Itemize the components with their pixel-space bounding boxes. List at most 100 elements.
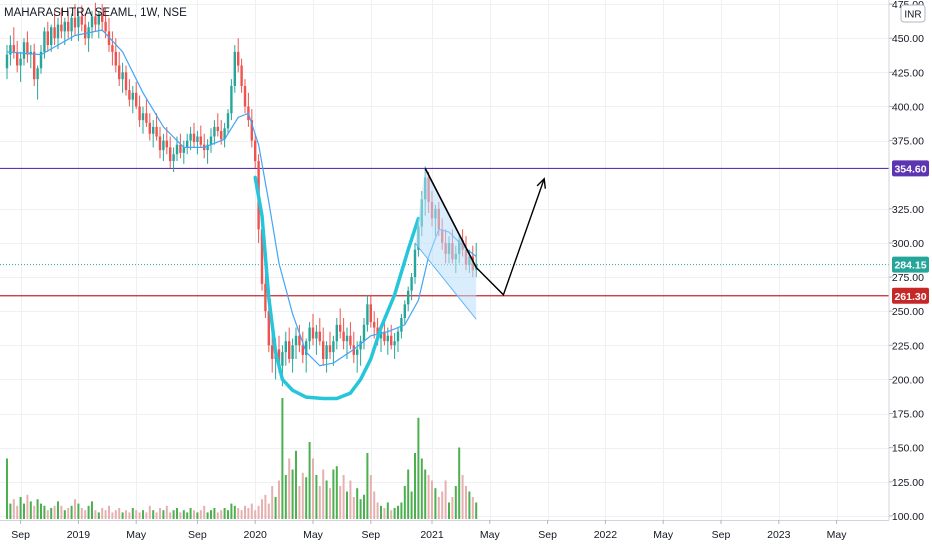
projection-path — [475, 178, 545, 297]
volume-bar — [162, 510, 165, 519]
volume-bar — [380, 505, 382, 519]
volume-bar — [315, 475, 318, 519]
volume-bar — [369, 475, 372, 519]
volume-bar — [152, 510, 155, 519]
time-tick-label: Sep — [712, 529, 731, 541]
volume-bar — [40, 503, 42, 519]
volume-bar — [53, 505, 56, 519]
candle-body — [237, 51, 240, 66]
volume-bar — [60, 505, 63, 519]
volume-bar — [142, 510, 144, 519]
candle-body — [172, 154, 175, 162]
volume-bar — [431, 480, 433, 519]
candle-body — [356, 349, 359, 355]
time-tick-label: Sep — [538, 529, 557, 541]
candle-body — [288, 341, 291, 359]
volume-bar — [240, 510, 243, 519]
currency-badge[interactable]: INR — [900, 4, 926, 23]
price-tick-label: 450.00 — [892, 33, 924, 45]
volume-bar — [50, 508, 53, 519]
volume-bar — [295, 450, 297, 519]
volume-bar — [84, 510, 87, 519]
candle-body — [250, 120, 253, 141]
candle-body — [199, 136, 202, 145]
candle-body — [298, 335, 301, 346]
volume-bar — [298, 486, 301, 519]
candle-body — [359, 341, 362, 350]
candle-body — [131, 92, 134, 100]
candle-body — [114, 51, 117, 66]
volume-bar — [458, 447, 461, 519]
volume-bar — [308, 442, 311, 519]
volume-bar — [36, 499, 39, 519]
price-tick-label: 200.00 — [892, 374, 924, 386]
volume-bar — [33, 505, 36, 519]
volume-bar — [227, 510, 229, 519]
volume-bar — [57, 501, 59, 519]
volume-bar — [291, 469, 294, 519]
candle-body — [209, 136, 213, 145]
price-tick-label: 100.00 — [892, 511, 924, 523]
volume-bar — [118, 508, 121, 519]
volume-bar — [312, 458, 314, 519]
volume-bar — [46, 510, 49, 519]
volume-bar — [230, 503, 233, 519]
volume-bar — [407, 469, 410, 519]
volume-bar — [179, 512, 182, 519]
volume-bar — [19, 497, 22, 519]
candle-body — [36, 68, 39, 80]
candle-body — [233, 51, 236, 86]
candle-body — [77, 16, 80, 28]
time-tick-label: 2023 — [767, 529, 791, 541]
candle-body — [33, 51, 36, 80]
time-axis-background — [0, 520, 932, 550]
candle-body — [277, 349, 281, 366]
candle-body — [26, 42, 29, 55]
candle-body — [101, 13, 104, 22]
candle-body — [56, 24, 60, 39]
candle-body — [393, 341, 396, 346]
volume-bar — [206, 512, 209, 519]
volume-bar — [176, 508, 178, 519]
volume-bar — [318, 486, 321, 519]
volume-bar — [278, 480, 280, 519]
volume-bar — [342, 475, 345, 519]
volume-bar — [410, 491, 413, 519]
volume-bar — [322, 469, 325, 519]
volume-bar — [125, 510, 127, 519]
candle-body — [70, 17, 73, 32]
candle-body — [111, 45, 114, 52]
flag-upper-line — [424, 168, 477, 268]
flag-channel-fill — [415, 168, 477, 320]
volume-bar — [386, 502, 389, 519]
candle-body — [315, 331, 318, 339]
volume-bar — [339, 486, 342, 519]
volume-bar — [43, 505, 46, 519]
candle-body — [138, 106, 141, 121]
candle-body — [362, 324, 366, 342]
price-tick-label: 125.00 — [892, 477, 924, 489]
drawings[interactable] — [253, 168, 547, 401]
volume-bar — [427, 475, 430, 519]
candle-body — [206, 144, 209, 151]
candle-body — [63, 21, 66, 32]
volume-bar — [128, 512, 131, 519]
time-axis[interactable]: Sep 2019 May Sep 2020 May Sep 2021 May Sep 2022 May… — [0, 520, 932, 550]
cup-curve — [253, 175, 421, 401]
volume-bar — [223, 508, 226, 519]
volume-bar — [264, 494, 267, 519]
candle-body — [16, 51, 19, 66]
volume-bar — [233, 505, 236, 519]
volume-bar — [12, 499, 15, 519]
volume-bar — [216, 512, 219, 519]
candle-body — [186, 140, 189, 148]
candle-body — [196, 136, 199, 142]
time-tick-label: May — [653, 529, 674, 541]
volume-bar — [97, 512, 100, 519]
candle-body — [390, 335, 393, 346]
candle-body — [325, 345, 328, 359]
time-tick-label: May — [303, 529, 324, 541]
price-tick-label: 325.00 — [892, 204, 924, 216]
volume-bar — [77, 503, 80, 519]
